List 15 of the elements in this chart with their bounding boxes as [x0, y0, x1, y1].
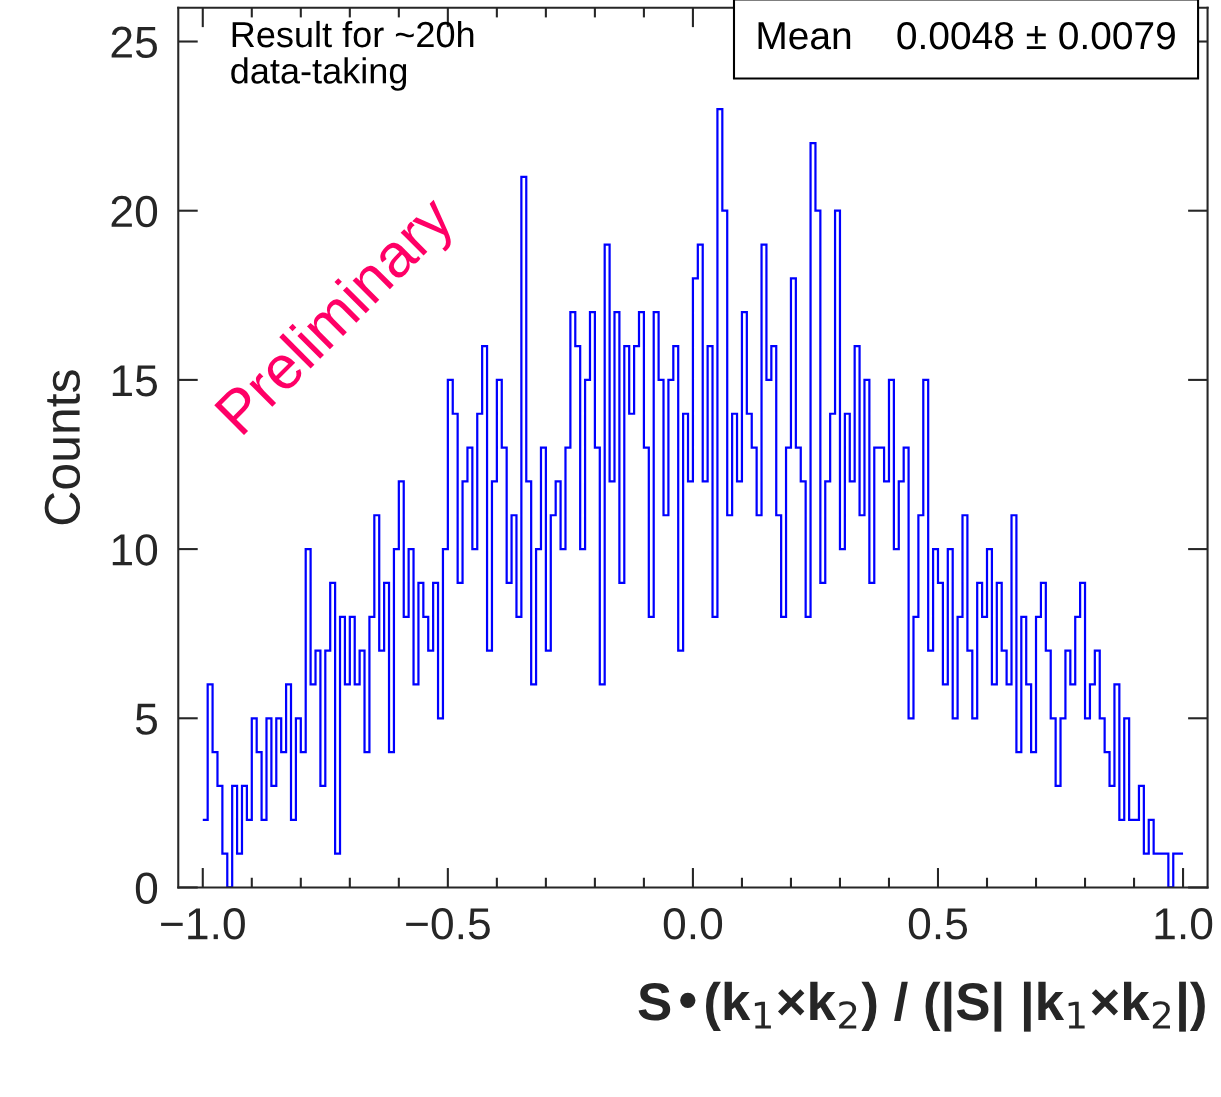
y-tick-label: 25 [111, 26, 157, 59]
y-tick-label: 10 [112, 534, 158, 566]
y-tick-label: 15 [112, 365, 157, 397]
y-tick-label: 20 [111, 195, 158, 228]
annotation: Result for ~20h data-taking [231, 20, 474, 91]
text: S•(k$_{1}$×k$_{2}$) / (|S| |k$_{1}$×k$_{2}$|) [638, 981, 1205, 1032]
y-axis-title: Counts [44, 370, 81, 525]
annotation: Mean 0.0048 ± 0.0079 [758, 21, 1175, 50]
x-tick-label: 0.5 [908, 908, 968, 940]
x-tick-label: 1.0 [1155, 908, 1213, 940]
x-tick-label: −1.0 [161, 908, 245, 940]
x-tick-label: −0.5 [406, 908, 490, 940]
y-tick-label: 0 [135, 872, 158, 905]
x-tick-label: 0.0 [663, 908, 723, 940]
y-tick-label: 5 [135, 703, 157, 735]
